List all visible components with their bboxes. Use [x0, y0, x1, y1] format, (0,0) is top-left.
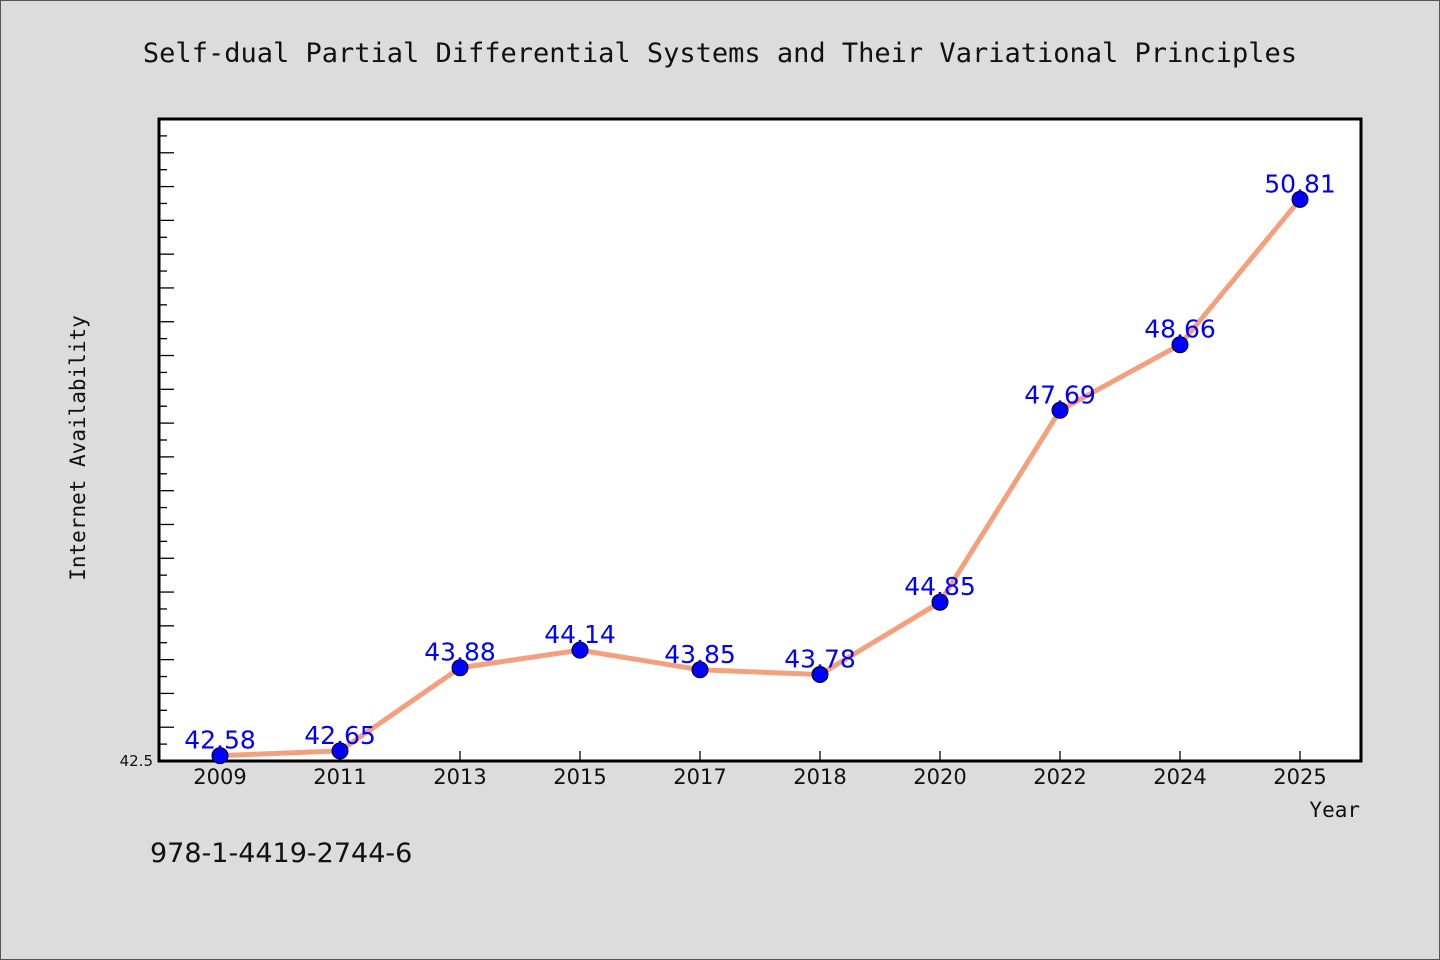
y-tick-label: 42.5 [120, 752, 153, 770]
data-point [331, 742, 349, 760]
chart-title: Self-dual Partial Differential Systems a… [143, 38, 1297, 69]
x-axis-ticks: 2009 2011 2013 2015 2017 2018 2020 2022 2024 2025 [193, 751, 1327, 789]
data-label: 48.66 [1144, 315, 1216, 344]
data-point [931, 593, 949, 611]
data-label: 44.85 [904, 572, 976, 601]
x-tick-label: 2015 [553, 765, 606, 789]
data-label: 47.69 [1024, 380, 1096, 409]
x-tick-label: 2020 [913, 765, 966, 789]
x-tick-label: 2017 [673, 765, 726, 789]
data-point [811, 665, 829, 683]
data-point [1291, 190, 1309, 208]
data-point [211, 747, 229, 765]
y-axis-label: Internet Availability [66, 315, 90, 581]
data-point [1171, 336, 1189, 354]
data-point [571, 641, 589, 659]
data-point [691, 661, 709, 679]
data-label: 43.85 [664, 640, 736, 669]
data-label: 44.14 [544, 620, 616, 649]
plot-area [157, 117, 1363, 763]
x-axis-label: Year [1309, 798, 1360, 822]
x-tick-label: 2022 [1033, 765, 1086, 789]
x-tick-label: 2009 [193, 765, 246, 789]
isbn-footer: 978-1-4419-2744-6 [150, 838, 412, 869]
y-axis-ticks: 42.5 [120, 135, 174, 770]
x-tick-label: 2011 [313, 765, 366, 789]
data-point [451, 659, 469, 677]
x-tick-label: 2025 [1273, 765, 1326, 789]
x-tick-label: 2024 [1153, 765, 1206, 789]
x-tick-label: 2018 [793, 765, 846, 789]
series-group: 42.58 42.65 43.88 44.14 43.85 43.78 44.85 47.69… [184, 169, 1336, 765]
data-label: 42.65 [304, 721, 376, 750]
data-label: 43.78 [784, 644, 856, 673]
x-tick-label: 2013 [433, 765, 486, 789]
data-point [1051, 401, 1069, 419]
data-label: 43.88 [424, 638, 496, 667]
data-label: 50.81 [1264, 169, 1336, 198]
data-label: 42.58 [184, 726, 256, 755]
series-line [217, 196, 1303, 759]
